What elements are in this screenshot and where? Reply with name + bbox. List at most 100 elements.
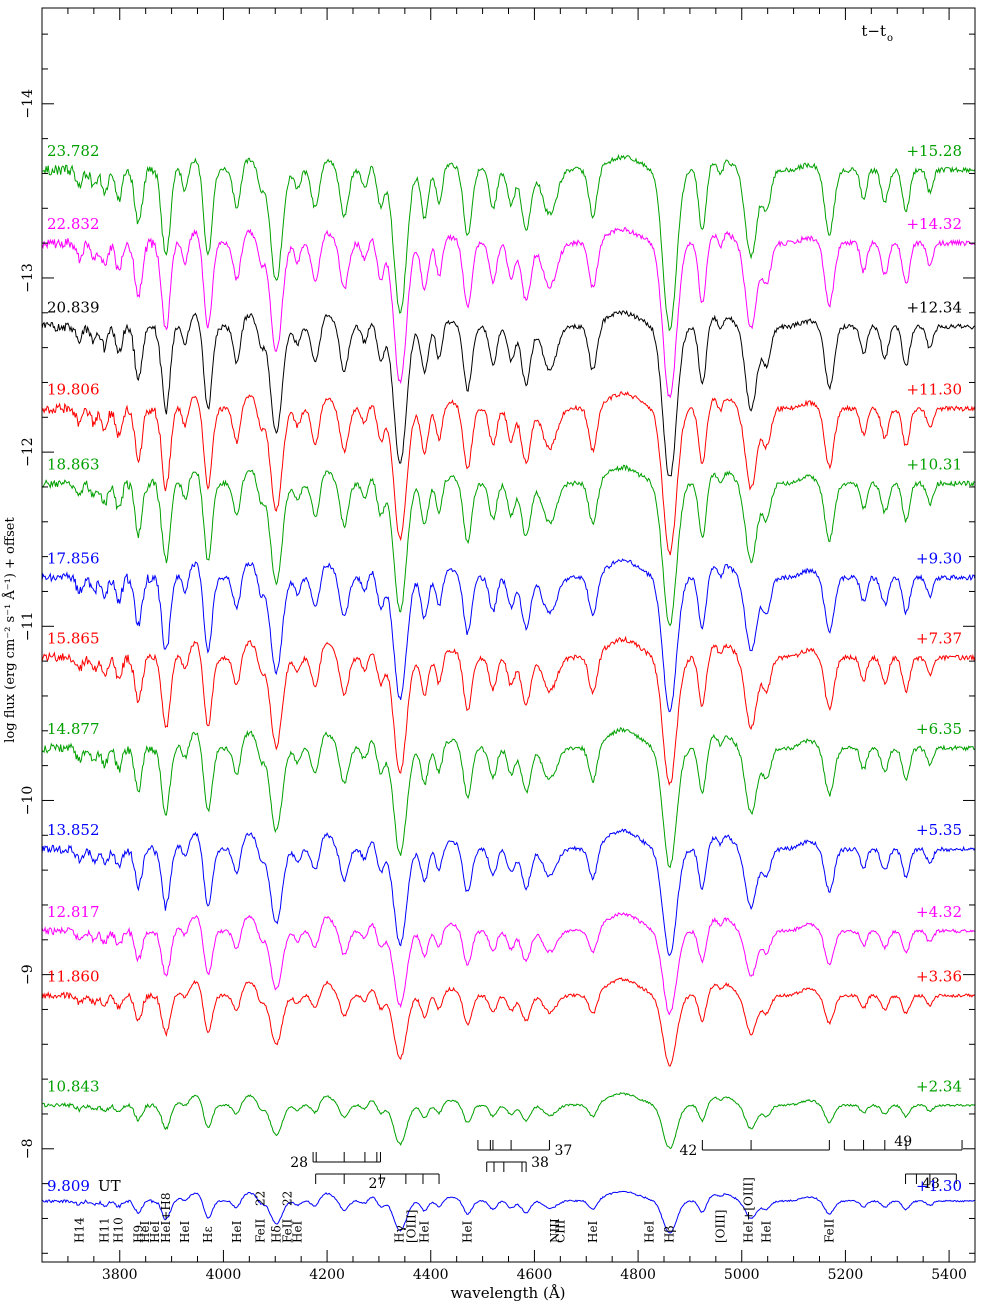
series-time-label: 22.832 xyxy=(47,215,100,233)
spectrum-line xyxy=(41,912,976,1016)
y-tick-label: −13 xyxy=(20,263,36,293)
series-elapsed-label: +11.30 xyxy=(906,381,962,399)
y-tick-label: −11 xyxy=(20,612,36,642)
line-id-label: [OIII] xyxy=(405,1210,419,1243)
ut-unit-label: UT xyxy=(98,1177,121,1195)
spectrum-line xyxy=(41,1190,975,1234)
line-id-label: Hδ xyxy=(269,1225,283,1243)
line-id-label: FeII xyxy=(281,1218,295,1243)
line-id-label: HeI xyxy=(178,1220,192,1243)
line-id-label: H10 xyxy=(112,1217,126,1243)
elapsed-time-header: t−t o xyxy=(861,22,893,44)
multiplet-label: 49 xyxy=(894,1134,912,1150)
line-id-label: HeI xyxy=(642,1220,656,1243)
series-time-label: 11.860 xyxy=(47,968,100,986)
x-tick-label: 5000 xyxy=(724,1267,760,1283)
line-id-label: CIII xyxy=(553,1219,567,1243)
series-time-label: 9.809 UT xyxy=(47,1177,121,1195)
series-time-label: 14.877 xyxy=(47,720,100,738)
multiplet-label: 27 xyxy=(368,1176,386,1192)
spectrum-line xyxy=(41,1092,976,1149)
spectrum-line xyxy=(41,558,976,713)
series-time-label: 23.782 xyxy=(47,142,100,160)
spectrum-line xyxy=(41,828,976,957)
series-elapsed-label: +10.31 xyxy=(906,455,962,473)
elapsed-time-header-subscript: o xyxy=(887,33,893,44)
x-tick-label: 3800 xyxy=(102,1267,138,1283)
line-id-label: HeI xyxy=(418,1220,432,1243)
series-elapsed-label: +14.32 xyxy=(906,215,962,233)
y-tick-label: −14 xyxy=(20,89,36,119)
y-tick-label: −9 xyxy=(20,964,36,985)
line-id-label: [OIII] xyxy=(713,1210,727,1243)
x-tick-label: 4800 xyxy=(620,1267,656,1283)
line-id-label: HeI xyxy=(138,1220,152,1243)
x-tick-label: 4600 xyxy=(517,1267,553,1283)
spectrum-line xyxy=(41,391,976,556)
series-elapsed-label: +6.35 xyxy=(916,720,962,738)
series-labels: 9.809 UT +1.30 10.843 +2.34 11.860 +3.36 12.817… xyxy=(47,142,962,1195)
line-id-label: 22 xyxy=(281,1191,295,1206)
series-elapsed-label: +1.30 xyxy=(916,1177,962,1195)
line-id-label: HeI xyxy=(230,1220,244,1243)
series-time-label: 18.863 xyxy=(47,455,100,473)
line-id-label: HeI xyxy=(586,1220,600,1243)
elapsed-time-header-text: t−t xyxy=(861,22,886,40)
x-tick-label: 5400 xyxy=(931,1267,967,1283)
series-time-label: 17.856 xyxy=(47,550,100,568)
series-time-label: 13.852 xyxy=(47,821,100,839)
multiplet-label: 38 xyxy=(531,1155,549,1171)
series-elapsed-label: +15.28 xyxy=(906,142,962,160)
spectrum-line xyxy=(41,635,976,786)
y-tick-label: −12 xyxy=(20,437,36,467)
series-elapsed-label: +2.34 xyxy=(916,1077,962,1095)
x-tick-label: 4000 xyxy=(206,1267,242,1283)
x-tick-label: 4400 xyxy=(413,1267,449,1283)
spectrum-line xyxy=(41,727,976,869)
series-time-label: 15.865 xyxy=(47,630,100,648)
y-tick-label: −8 xyxy=(20,1138,36,1159)
line-id-label: H9 xyxy=(131,1225,145,1243)
spectrum-line xyxy=(41,309,976,477)
series-time-label: 10.843 xyxy=(47,1077,100,1095)
series-elapsed-label: +5.35 xyxy=(916,821,962,839)
series-time-label: 12.817 xyxy=(47,903,100,921)
spectrum-line xyxy=(41,227,976,399)
line-id-label: HeI xyxy=(291,1220,305,1243)
series-elapsed-label: +3.36 xyxy=(916,968,962,986)
spectrum-line xyxy=(41,464,976,627)
series-elapsed-label: +4.32 xyxy=(916,903,962,921)
line-id-label: Hγ xyxy=(393,1225,407,1243)
line-id-label: Hε xyxy=(201,1226,215,1243)
series-elapsed-label: +9.30 xyxy=(916,550,962,568)
series-elapsed-label: +7.37 xyxy=(916,630,962,648)
multiplet-label: 48 xyxy=(922,1176,940,1192)
multiplet-markers: 28 27 37 38 42 49 48 xyxy=(290,1134,963,1192)
series-time-label: 19.806 xyxy=(47,381,100,399)
spectra-lines xyxy=(41,153,976,1234)
y-tick-label: −10 xyxy=(20,786,36,816)
line-id-label: HeI+[OIII] xyxy=(741,1177,755,1243)
line-id-label: FeII xyxy=(254,1218,268,1243)
line-id-label: HeI+H8 xyxy=(159,1193,173,1243)
axes: 3800 4000 4200 4400 4600 4800 5000 5200 5400 −8 −9… xyxy=(20,8,976,1283)
line-id-label: 22 xyxy=(254,1191,268,1206)
y-axis-label: log flux (erg cm⁻² s⁻¹ Å⁻¹) + offset xyxy=(2,517,18,743)
x-tick-label: 5200 xyxy=(828,1267,864,1283)
line-id-label: H11 xyxy=(98,1217,112,1243)
series-elapsed-label: +12.34 xyxy=(906,299,962,317)
multiplet-label: 37 xyxy=(554,1143,572,1159)
x-tick-label: 4200 xyxy=(309,1267,345,1283)
line-id-label: H14 xyxy=(72,1217,86,1243)
x-axis-label: wavelength (Å) xyxy=(450,1284,565,1302)
line-id-label: HeI xyxy=(148,1220,162,1243)
spectrum-line xyxy=(41,153,976,332)
series-time-label: 20.839 xyxy=(47,299,100,317)
multiplet-label: 28 xyxy=(290,1155,308,1171)
multiplet-label: 42 xyxy=(680,1143,698,1159)
line-id-label: NIII xyxy=(548,1218,562,1243)
spectrum-line xyxy=(41,977,976,1067)
line-id-label: Hβ xyxy=(663,1226,677,1243)
